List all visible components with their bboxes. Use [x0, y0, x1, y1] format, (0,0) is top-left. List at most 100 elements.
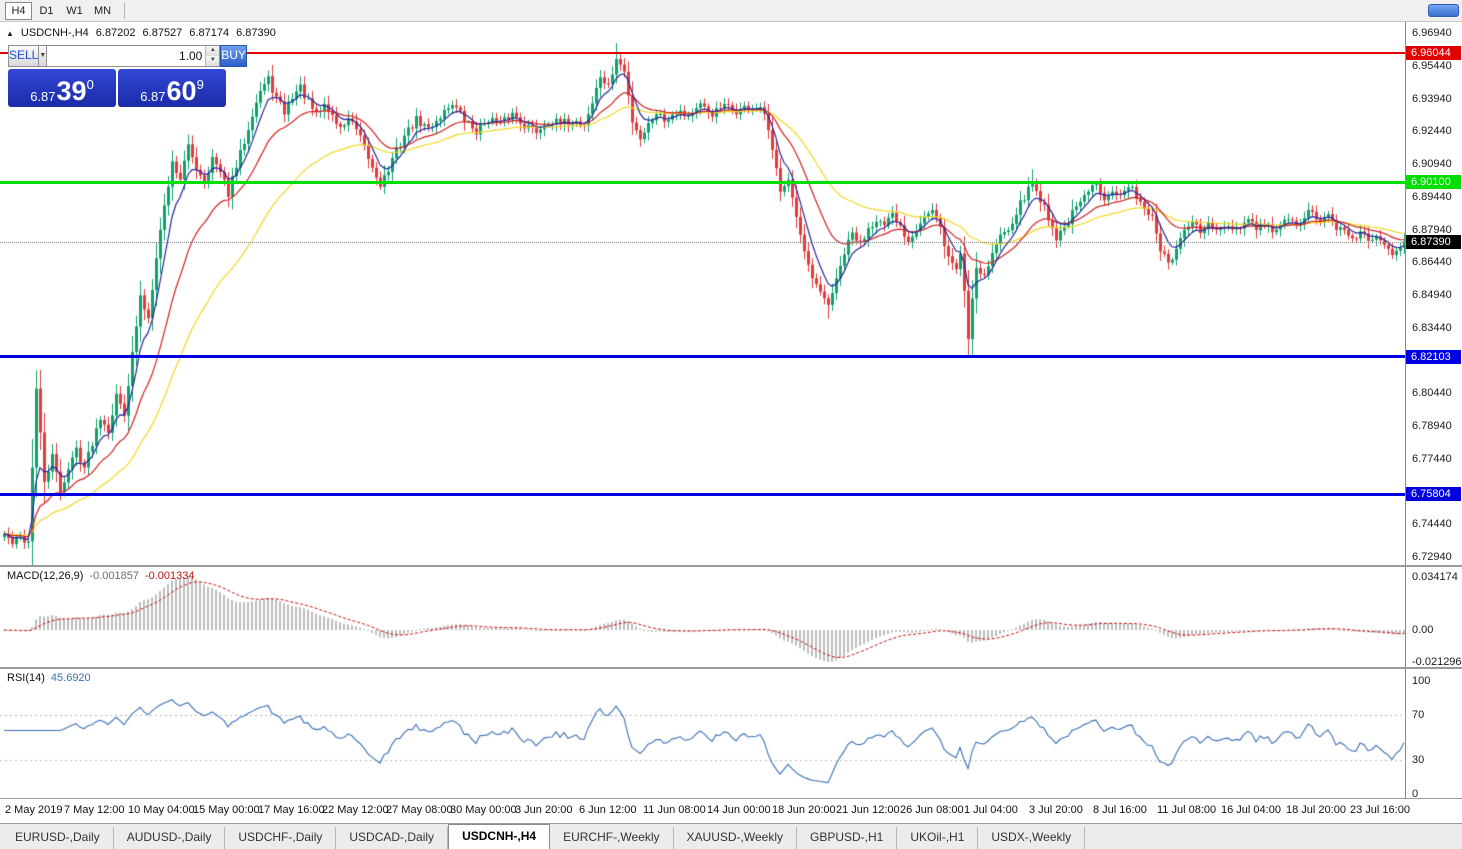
tab-xauusd-weekly[interactable]: XAUUSD-,Weekly: [674, 827, 797, 849]
chart-title: ▲ USDCNH-,H4 6.87202 6.87527 6.87174 6.8…: [6, 27, 276, 40]
time-axis-label: 15 May 00:00: [193, 804, 260, 816]
time-axis-label: 3 Jul 20:00: [1029, 804, 1083, 816]
tab-usdcad-daily[interactable]: USDCAD-,Daily: [336, 827, 449, 849]
sell-button[interactable]: SELL: [8, 45, 40, 67]
rsi-axis-label: 0: [1412, 788, 1419, 800]
volume-dropdown-button[interactable]: ▼: [39, 45, 48, 67]
price-tick-label: 6.95440: [1412, 59, 1452, 72]
price-tick-label: 6.74440: [1412, 518, 1452, 531]
time-axis[interactable]: 2 May 2019 7 May 12:00 10 May 04:00 15 May …: [0, 799, 1462, 823]
time-axis-label: 8 Jul 16:00: [1093, 804, 1147, 816]
level-line-6.96044[interactable]: [0, 51, 1405, 54]
time-axis-label: 30 May 00:00: [450, 804, 517, 816]
tab-usdcnh-h4[interactable]: USDCNH-,H4: [448, 824, 551, 849]
tab-usdchf-daily[interactable]: USDCHF-,Daily: [225, 827, 337, 849]
volume-spin-down-icon[interactable]: ▼: [206, 56, 220, 66]
price-chart-canvas[interactable]: [0, 22, 1405, 565]
volume-input[interactable]: [47, 46, 206, 66]
timeframe-button-h4[interactable]: H4: [5, 1, 32, 20]
macd-name: MACD(12,26,9): [7, 570, 84, 582]
buy-price-button[interactable]: 6.87 60 9: [118, 69, 226, 107]
macd-header: MACD(12,26,9) -0.001857 -0.001334: [7, 570, 195, 582]
level-line-price-label: 6.75804: [1406, 487, 1461, 502]
time-axis-label: 11 Jul 08:00: [1157, 804, 1217, 816]
buy-button[interactable]: BUY: [220, 45, 247, 67]
time-axis-label: 26 Jun 08:00: [900, 804, 964, 816]
chart-symbol-period: USDCNH-,H4: [20, 27, 89, 39]
tab-audusd-daily[interactable]: AUDUSD-,Daily: [114, 827, 226, 849]
time-axis-label: 16 Jul 04:00: [1221, 804, 1281, 816]
rsi-axis-label: 70: [1412, 708, 1425, 721]
time-axis-label: 7 May 12:00: [64, 804, 125, 816]
ohlc-open: 6.87202: [95, 27, 136, 39]
timeframe-buttons: H4 D1 W1 MN: [5, 1, 117, 20]
time-axis-label: 17 May 16:00: [258, 804, 325, 816]
time-axis-label: 21 Jun 12:00: [836, 804, 900, 816]
pane-divider[interactable]: [0, 667, 1462, 669]
price-tick-label: 6.78940: [1412, 420, 1452, 432]
rsi-axis-label: 100: [1412, 675, 1431, 687]
tab-gbpusd-h1[interactable]: GBPUSD-,H1: [797, 827, 898, 849]
macd-axis-label: 0.034174: [1412, 571, 1458, 583]
price-tick-label: 6.83440: [1412, 321, 1452, 334]
price-tick-label: 6.92440: [1412, 125, 1452, 138]
sell-price-sup: 0: [86, 77, 94, 92]
price-tick-label: 6.96940: [1412, 27, 1452, 39]
price-tick-label: 6.84940: [1412, 289, 1452, 301]
level-line-price-label: 6.82103: [1406, 349, 1461, 364]
level-line-price-label: 6.96044: [1406, 45, 1461, 60]
timeframe-button-d1[interactable]: D1: [39, 4, 54, 17]
macd-axis-label: -0.021296: [1412, 656, 1462, 668]
level-line-6.90100[interactable]: [0, 180, 1405, 184]
one-click-collapse-icon[interactable]: ▲: [6, 29, 14, 38]
toolbar-separator: [124, 2, 125, 19]
sell-price-big: 39: [56, 76, 87, 106]
macd-axis-label: 0.00: [1412, 624, 1434, 636]
rsi-header: RSI(14) 45.6920: [7, 672, 91, 684]
price-tick-label: 6.89440: [1412, 190, 1452, 203]
price-tick-label: 6.80440: [1412, 387, 1452, 400]
time-axis-label: 2 May 2019: [5, 804, 63, 816]
macd-pane-canvas[interactable]: [0, 567, 1405, 667]
level-line-6.82103[interactable]: [0, 355, 1405, 359]
timeframe-toolbar: H4 D1 W1 MN: [0, 0, 1462, 22]
rsi-value: 45.6920: [50, 672, 91, 684]
time-axis-label: 18 Jul 20:00: [1286, 804, 1346, 816]
price-tick-label: 6.77440: [1412, 452, 1452, 465]
price-scale[interactable]: 6.96940 6.95440 6.93940 6.92440 6.90940 6.894…: [1406, 22, 1462, 565]
current-price-label: 6.87390: [1406, 234, 1461, 249]
macd-value-signal: -0.001334: [144, 570, 195, 582]
rsi-name: RSI(14): [7, 672, 45, 684]
price-tick-label: 6.90940: [1412, 158, 1452, 170]
volume-spin-up-icon[interactable]: ▲: [206, 46, 220, 56]
rsi-axis-label: 30: [1412, 754, 1425, 767]
timeframe-button-w1[interactable]: W1: [66, 4, 83, 17]
time-axis-label: 23 Jul 16:00: [1350, 804, 1410, 816]
ohlc-close: 6.87390: [236, 27, 276, 39]
buy-price-big: 60: [166, 76, 197, 106]
price-tick-label: 6.93940: [1412, 92, 1452, 105]
chart-hscrollbar-thumb[interactable]: [1428, 4, 1459, 17]
price-tick-label: 6.87940: [1412, 223, 1452, 236]
one-click-trading-panel: SELL ▼ ▲ ▼ BUY 6.87 39 0 6.87 60 9: [8, 45, 247, 107]
time-axis-label: 22 May 12:00: [322, 804, 389, 816]
pane-divider[interactable]: [0, 565, 1462, 567]
time-axis-label: 3 Jun 20:00: [515, 804, 573, 816]
time-axis-label: 10 May 04:00: [128, 804, 195, 816]
time-axis-label: 18 Jun 20:00: [772, 804, 836, 816]
buy-price-small: 6.87: [140, 89, 166, 104]
timeframe-button-mn[interactable]: MN: [93, 4, 112, 17]
buy-price-sup: 9: [196, 77, 204, 92]
level-line-6.75804[interactable]: [0, 492, 1405, 496]
tab-usdx-weekly[interactable]: USDX-,Weekly: [978, 827, 1086, 849]
time-axis-label: 1 Jul 04:00: [964, 804, 1018, 816]
sell-price-button[interactable]: 6.87 39 0: [8, 69, 116, 107]
tab-ukoil-h1[interactable]: UKOil-,H1: [897, 827, 979, 849]
ohlc-high: 6.87527: [142, 27, 183, 39]
rsi-pane-canvas[interactable]: [0, 669, 1405, 798]
tab-eurchf-weekly[interactable]: EURCHF-,Weekly: [550, 827, 674, 849]
price-scale-divider: [1405, 22, 1406, 798]
time-axis-label: 6 Jun 12:00: [579, 804, 637, 816]
tab-eurusd-daily[interactable]: EURUSD-,Daily: [2, 827, 114, 849]
